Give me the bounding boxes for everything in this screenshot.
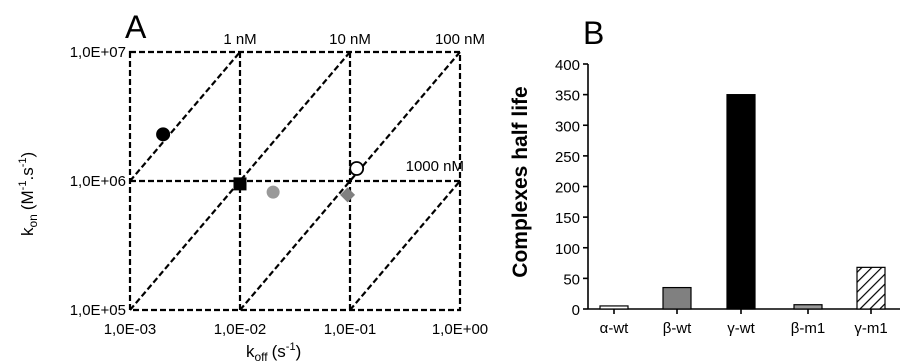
panel-b-x-tick-label: α-wt bbox=[600, 320, 629, 337]
bar-3 bbox=[793, 304, 823, 310]
panel-a-ticks: 1,0E-03 1,0E-02 1,0E-01 1,0E+00 1,0E+05 1,0E+… bbox=[70, 44, 488, 338]
bar-1 bbox=[662, 286, 692, 310]
kd-label: 10 nM bbox=[329, 31, 371, 48]
bar-0 bbox=[599, 305, 629, 310]
x-tick-label: 1,0E-02 bbox=[214, 321, 267, 338]
kd-isoline-1000nm bbox=[349, 180, 461, 311]
panel-b-axes: 0 50 100 150 200 250 300 350 400 bbox=[555, 57, 900, 319]
x-tick-label: 1,0E+00 bbox=[432, 321, 488, 338]
panel-a-grid bbox=[128, 50, 462, 312]
kd-isoline-1nm bbox=[129, 51, 241, 182]
x-tick-label: 1,0E-03 bbox=[104, 321, 157, 338]
panel-b-y-tick-label: 350 bbox=[555, 88, 580, 105]
panel-a-kd-labels: 1 nM 10 nM 100 nM 1000 nM bbox=[223, 31, 485, 175]
data-point-square bbox=[233, 177, 247, 191]
panel-b-x-tick-label: β-wt bbox=[663, 320, 692, 337]
data-point-circle bbox=[156, 127, 171, 142]
panel-b-x-tick-label: γ-wt bbox=[727, 320, 755, 337]
panel-a-x-axis-label: koff (s-1) bbox=[246, 341, 301, 364]
kd-label: 1 nM bbox=[223, 31, 256, 48]
panel-b-x-tick-label: γ-m1 bbox=[854, 320, 887, 337]
panel-b-y-axis-label: Complexes half life bbox=[509, 86, 532, 277]
panel-a-points bbox=[156, 127, 365, 203]
panel-b-letter: B bbox=[583, 15, 604, 51]
y-tick-label: 1,0E+06 bbox=[70, 173, 126, 190]
panel-b-y-tick-label: 100 bbox=[555, 241, 580, 258]
panel-b-y-tick-label: 250 bbox=[555, 149, 580, 166]
data-point-circle bbox=[266, 185, 280, 199]
y-tick-label: 1,0E+05 bbox=[70, 302, 126, 319]
panel-b-y-tick-label: 50 bbox=[563, 271, 580, 288]
data-point-circle bbox=[349, 161, 365, 176]
panel-b-x-tick-label: β-m1 bbox=[791, 320, 825, 337]
panel-b-bars: α-wt β-wt γ-wt β-m1 γ-m1 bbox=[599, 94, 888, 337]
panel-b-y-tick-label: 300 bbox=[555, 118, 580, 135]
data-point-diamond bbox=[340, 187, 356, 203]
panel-b-y-tick-label: 200 bbox=[555, 180, 580, 197]
x-tick-label: 1,0E-01 bbox=[324, 321, 377, 338]
bar-2 bbox=[726, 94, 756, 310]
panel-b-y-tick-label: 0 bbox=[572, 302, 580, 319]
panel-b-y-tick-label: 150 bbox=[555, 210, 580, 227]
bar-4 bbox=[856, 266, 886, 310]
kd-label: 1000 nM bbox=[406, 158, 464, 175]
panel-a-y-axis-label: kon(M-1.s-1) bbox=[17, 152, 40, 236]
panel-a-letter: A bbox=[125, 9, 147, 45]
kd-isoline-100nm bbox=[239, 51, 461, 311]
panel-b-y-tick-label: 400 bbox=[555, 57, 580, 74]
kd-isoline-10nm bbox=[129, 51, 351, 311]
y-tick-label: 1,0E+07 bbox=[70, 44, 126, 61]
kd-label: 100 nM bbox=[435, 31, 485, 48]
